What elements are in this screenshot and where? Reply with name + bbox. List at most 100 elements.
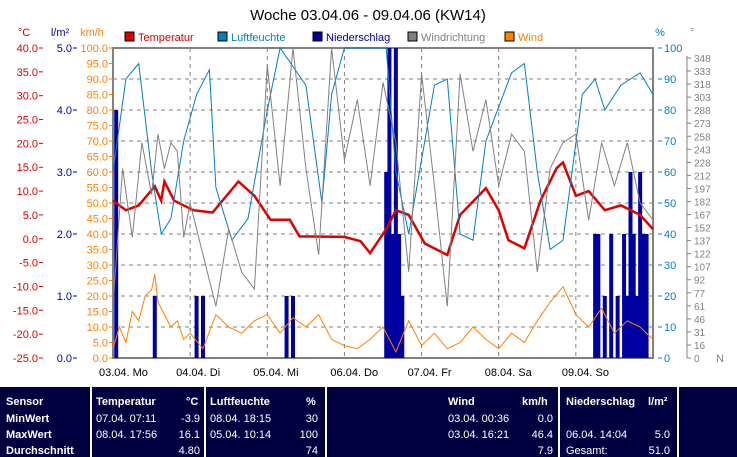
rain-bar: [609, 234, 614, 358]
temp-tick-label: 15.0: [17, 162, 38, 174]
wind-tick-label: 45.0: [87, 214, 108, 226]
rain-tick-label: 2.0: [57, 229, 72, 241]
temp-tick-label: 10.0: [17, 186, 38, 198]
legend-label: Temperatur: [138, 32, 194, 44]
cell-t_time: 08.04. 17:56: [96, 429, 158, 441]
rain-bar: [152, 296, 157, 358]
rain-bar: [400, 296, 405, 358]
cell-h_time: 05.04. 10:14: [210, 429, 272, 441]
temp-tick-label: 0.0: [23, 234, 38, 246]
wind-tick-label: 40.0: [87, 229, 108, 241]
dir-tick-label: 228: [694, 158, 711, 169]
rain-tick-label: 0.0: [57, 353, 72, 365]
wind-tick-label: 70.0: [87, 136, 108, 148]
rain-bar: [393, 48, 398, 358]
dir-tick-label: 92: [694, 276, 706, 287]
dir-tick-label: 16: [694, 341, 706, 352]
rain-bar: [291, 296, 295, 358]
wind-tick-label: 75.0: [87, 121, 108, 133]
wind-tick-label: 35.0: [87, 245, 108, 257]
rain-tick-label: 4.0: [57, 105, 72, 117]
wind-tick-label: 55.0: [87, 183, 108, 195]
cell-label: MaxWert: [6, 429, 52, 441]
rain-bar: [631, 234, 636, 358]
series-luftfeuchte: [112, 46, 654, 251]
dir-north-label: N: [716, 353, 724, 365]
legend-label: Niederschlag: [326, 32, 390, 44]
rain-tick-label: 5.0: [57, 43, 72, 55]
temp-tick-label: 35.0: [17, 67, 38, 79]
hum-unit: %: [655, 27, 665, 39]
rain-bar: [615, 296, 620, 358]
stats-table: Sensor Temperatur °C Luftfeuchte % Wind …: [0, 387, 737, 457]
dir-tick-label: 273: [694, 119, 711, 130]
wind-tick-label: 80.0: [87, 105, 108, 117]
temp-tick-label: 40.0: [17, 43, 38, 55]
hum-tick-label: 20: [664, 291, 676, 303]
x-tick-label: 06.04. Do: [330, 367, 378, 379]
rain-bar: [194, 296, 199, 358]
x-tick-label: 09.04. So: [562, 367, 609, 379]
rain-bar: [602, 296, 607, 358]
dir-tick-label: 77: [694, 289, 706, 300]
dir-tick-label: 107: [694, 263, 711, 274]
cell-t_val: 16.1: [178, 429, 200, 441]
dir-tick-label: 0: [694, 354, 700, 365]
legend-swatch: [407, 31, 418, 42]
legend-swatch: [504, 31, 515, 42]
cell-w_time: 03.04. 00:36: [448, 413, 510, 425]
cell-r_val: 51.0: [648, 445, 670, 457]
dir-tick-label: 182: [694, 197, 711, 208]
series-wind: [112, 274, 654, 353]
hum-tick-label: 10: [664, 322, 676, 334]
dir-tick-label: 212: [694, 171, 711, 182]
legend-swatch: [217, 31, 228, 42]
cell-t_time: 07.04. 07:11: [96, 413, 157, 425]
temp-tick-label: -10.0: [13, 281, 38, 293]
hdr-sensor: Sensor: [6, 396, 44, 408]
wind-tick-label: 30.0: [87, 260, 108, 272]
dir-tick-label: 243: [694, 145, 711, 156]
wind-tick-label: 15.0: [87, 307, 108, 319]
hum-tick-label: 80: [664, 105, 676, 117]
series-temperatur: [112, 160, 654, 257]
hdr-temp: Temperatur: [96, 396, 156, 408]
cell-w_time: 03.04. 16:21: [448, 429, 510, 441]
x-tick-label: 07.04. Fr: [408, 367, 452, 379]
legend-swatch: [124, 31, 135, 42]
temp-tick-label: 25.0: [17, 115, 38, 127]
temp-tick-label: 20.0: [17, 138, 38, 150]
wind-tick-label: 5.0: [93, 338, 108, 350]
dir-tick-label: 197: [694, 184, 711, 195]
dir-tick-label: 167: [694, 211, 711, 222]
rain-bar: [628, 172, 633, 358]
dir-tick-label: 303: [694, 93, 711, 104]
x-tick-label: 05.04. Mi: [253, 367, 298, 379]
series-windrichtung: [112, 47, 654, 307]
rain-bar: [387, 48, 392, 358]
dir-tick-label: 61: [694, 302, 706, 313]
wind-tick-label: 25.0: [87, 276, 108, 288]
dir-tick-label: 137: [694, 237, 711, 248]
wind-tick-label: 20.0: [87, 291, 108, 303]
dir-tick-label: 46: [694, 315, 706, 326]
hdr-temp-unit: °C: [186, 396, 199, 408]
cell-r_time: Gesamt:: [566, 445, 608, 457]
legend-label: Luftfeuchte: [231, 32, 285, 44]
wind-tick-label: 10.0: [87, 322, 108, 334]
rain-bar: [114, 110, 119, 358]
rain-bar: [622, 234, 627, 358]
rain-tick-label: 3.0: [57, 167, 72, 179]
x-tick-label: 03.04. Mo: [99, 367, 148, 379]
cell-h_time: 08.04. 18:15: [210, 413, 272, 425]
cell-r_val: 5.0: [654, 429, 670, 441]
hum-tick-label: 100: [664, 43, 682, 55]
rain-bar: [390, 234, 395, 358]
rain-unit: l/m²: [51, 27, 70, 39]
hdr-wind: Wind: [448, 396, 475, 408]
cell-t_val: -3.9: [181, 413, 200, 425]
hdr-rain-unit: l/m²: [648, 396, 668, 408]
wind-tick-label: 95.0: [87, 59, 108, 71]
weather-chart: Woche 03.04.06 - 09.04.06 (KW14) 40.0 35.…: [13, 7, 724, 379]
rain-bar: [593, 234, 598, 358]
